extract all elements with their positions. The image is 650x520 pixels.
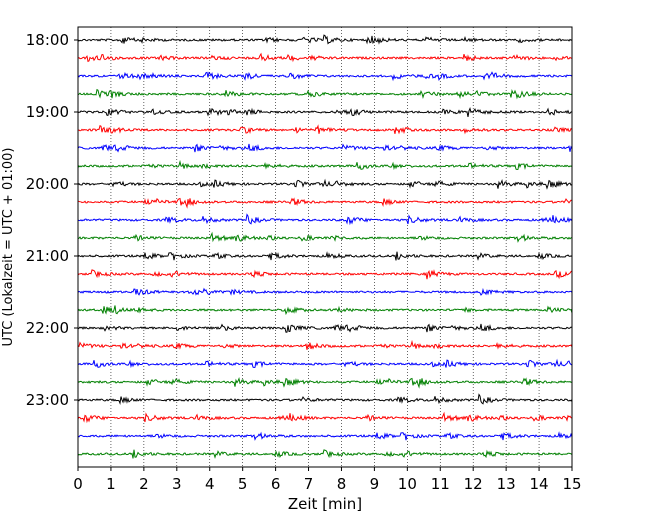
seismic-trace [77,143,573,153]
seismic-trace [77,197,573,209]
seismic-trace [77,323,573,333]
x-tick-label: 9 [370,475,380,493]
seismic-trace [77,411,573,424]
y-tick-label: 20:00 [26,175,69,193]
seismic-trace [77,107,573,118]
y-tick-label: 19:00 [26,103,69,121]
seismic-trace [77,88,573,100]
y-tick-label: 23:00 [26,391,69,409]
seismic-trace [77,431,573,441]
seismic-trace [77,393,573,406]
seismic-trace [77,71,573,82]
x-tick-label: 2 [139,475,149,493]
y-axis-ticks: 18:00 19:00 20:00 21:00 22:00 23:00 [26,31,78,409]
x-tick-label: 4 [205,475,215,493]
seismic-trace [77,449,573,459]
x-tick-label: 5 [238,475,248,493]
seismic-trace [77,178,573,190]
seismic-trace [77,52,573,63]
y-tick-label: 21:00 [26,247,69,265]
seismic-trace [77,231,573,243]
plot-frame [77,26,573,468]
grid-lines [110,27,540,467]
seismic-trace [77,34,573,45]
x-axis-label: Zeit [min] [288,495,362,513]
x-tick-label: 8 [337,475,347,493]
x-axis-ticks: 0 1 2 3 4 5 6 7 8 9 10 11 12 13 14 15 [73,467,582,493]
seismic-trace [77,251,573,261]
seismic-trace [77,213,573,226]
y-tick-label: 18:00 [26,31,69,49]
seismic-trace [77,159,573,171]
x-tick-label: 3 [172,475,182,493]
x-tick-label: 7 [304,475,314,493]
seismic-trace [77,339,573,350]
x-tick-label: 0 [73,475,83,493]
x-tick-label: 6 [271,475,281,493]
x-tick-label: 11 [431,475,450,493]
x-tick-label: 13 [497,475,516,493]
x-tick-label: 14 [530,475,549,493]
y-tick-label: 22:00 [26,319,69,337]
x-tick-label: 10 [398,475,417,493]
seismic-trace [77,358,573,369]
seismic-trace [77,376,573,389]
x-tick-label: 1 [106,475,116,493]
seismic-trace [77,305,573,316]
y-axis-label: UTC (Lokalzeit = UTC + 01:00) [1,148,16,347]
seismic-trace [77,287,573,296]
x-tick-label: 12 [464,475,483,493]
seismic-traces [77,34,573,459]
seismic-trace [77,269,573,280]
x-tick-label: 15 [562,475,581,493]
seismic-trace [77,124,573,135]
